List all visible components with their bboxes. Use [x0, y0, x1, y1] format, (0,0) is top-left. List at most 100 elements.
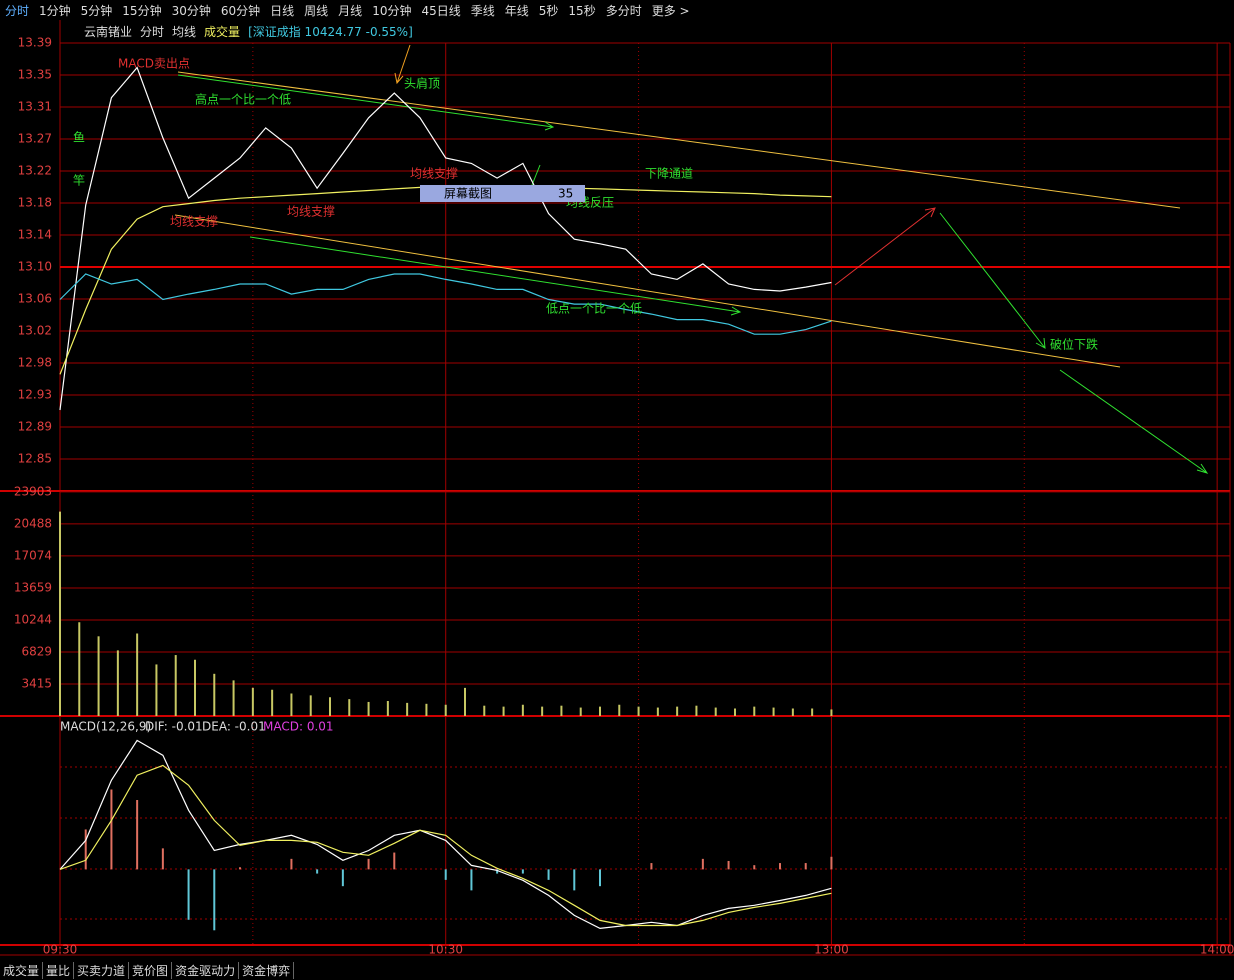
- y-tick-label: 13.02: [18, 324, 52, 338]
- y-tick-label: 10244: [14, 612, 52, 626]
- volume-bar: [791, 708, 794, 716]
- volume-bar: [734, 708, 736, 716]
- bottom-tabs: 成交量 量比 买卖力道 竞价图 资金驱动力 资金博弈: [0, 961, 295, 979]
- stock-name: 云南锗业: [84, 25, 133, 39]
- y-tick-label: 13.27: [18, 132, 52, 146]
- chart-header: 云南锗业 分时 均线 成交量 [深证成指 10424.77 -0.55%]: [84, 23, 413, 40]
- period-tab[interactable]: 日线: [270, 3, 295, 18]
- period-tab[interactable]: 5分钟: [80, 3, 113, 18]
- annotation: 均线支撑: [410, 166, 458, 181]
- volume-bar: [155, 664, 158, 716]
- y-tick-label: 13.06: [18, 292, 52, 306]
- volume-bar: [541, 706, 544, 716]
- indicator-tab[interactable]: 成交量: [0, 961, 44, 979]
- indicator-tab[interactable]: 资金博弈: [239, 961, 295, 979]
- volume-bar: [444, 704, 447, 716]
- volume-bar: [502, 706, 505, 716]
- x-tick-label: 14:00: [1200, 943, 1234, 957]
- toolbar: 分时 1分钟 5分钟 15分钟 30分钟 60分钟 日线 周线 月线 10分钟 45日线 季线 年线 5秒…: [0, 1, 695, 19]
- volume-bar: [425, 703, 428, 716]
- period-tab[interactable]: 多分时: [605, 3, 642, 18]
- volume-bar: [174, 655, 177, 716]
- macd-label: DEA: -0.01: [202, 720, 266, 734]
- macd-label: MACD: 0.01: [263, 720, 334, 734]
- arrow: [834, 207, 936, 286]
- indicator-tab[interactable]: 竞价图: [129, 961, 173, 979]
- series-line: [59, 764, 832, 927]
- x-tick-label: 10:30: [428, 943, 463, 957]
- volume-bar: [830, 709, 833, 716]
- period-tab[interactable]: 月线: [338, 3, 363, 18]
- volume-bar: [386, 701, 389, 716]
- volume-bar: [676, 706, 679, 716]
- legend-item: 均线: [172, 25, 197, 39]
- y-tick-label: 12.98: [18, 356, 52, 370]
- y-tick-label: 12.93: [18, 388, 52, 402]
- arrow: [939, 212, 1046, 349]
- period-tab[interactable]: 5秒: [538, 3, 559, 18]
- volume-bar: [367, 701, 370, 716]
- volume-bar: [483, 705, 486, 716]
- volume-bar: [560, 705, 563, 716]
- annotation-lines: [174, 44, 1209, 474]
- period-tab[interactable]: 45日线: [421, 3, 461, 18]
- series-line: [59, 273, 832, 335]
- arrow: [1059, 369, 1209, 474]
- volume-bar: [290, 693, 293, 716]
- y-tick-label: 13.10: [18, 260, 52, 274]
- annotation: 均线支撑: [287, 204, 335, 219]
- legend-item: 成交量: [204, 25, 241, 39]
- y-tick-label: 3415: [21, 676, 52, 690]
- y-tick-label: 6829: [21, 644, 52, 658]
- legend-item: 分时: [140, 25, 165, 39]
- y-tick-label: 13.22: [18, 164, 52, 178]
- y-tick-label: 23903: [14, 484, 52, 498]
- volume-bar: [116, 650, 119, 716]
- volume-bar: [753, 706, 756, 716]
- period-tab[interactable]: 周线: [304, 3, 329, 18]
- period-tab[interactable]: 10分钟: [372, 3, 412, 18]
- period-tab[interactable]: 季线: [470, 3, 495, 18]
- volume-bar: [811, 708, 814, 716]
- annotation: 头肩顶: [404, 76, 440, 91]
- annotation: 破位下跌: [1050, 337, 1098, 352]
- arrow: [531, 164, 541, 186]
- period-tab[interactable]: 60分钟: [220, 3, 261, 18]
- volume-bar: [714, 707, 717, 716]
- volume-bar: [406, 702, 409, 716]
- y-tick-label: 13.14: [18, 228, 52, 242]
- annotation: 低点一个比一个低: [546, 302, 642, 316]
- period-tab[interactable]: 分时: [5, 3, 30, 18]
- grid: 13.39 13.35 13.31 13.27 13.22 13.18 13.14 13.10…: [0, 20, 1234, 957]
- volume-bar: [772, 707, 775, 716]
- period-tab[interactable]: 30分钟: [171, 3, 211, 18]
- trend-line: [177, 71, 1181, 209]
- period-tab[interactable]: 15秒: [568, 3, 596, 18]
- period-tab[interactable]: 年线: [504, 3, 529, 18]
- indicator-tab[interactable]: 量比: [43, 961, 75, 979]
- volume-bar: [599, 706, 601, 716]
- volume-bar: [251, 687, 254, 716]
- indicator-tab[interactable]: 资金驱动力: [172, 961, 240, 979]
- series-line: [59, 739, 832, 930]
- volume-bar: [59, 511, 61, 716]
- arrow: [177, 74, 555, 131]
- period-tab[interactable]: 1分钟: [39, 3, 71, 18]
- indicator-tab[interactable]: 买卖力道: [74, 961, 130, 979]
- overlay-number: 35: [558, 187, 573, 201]
- annotation: 鱼: [73, 131, 85, 145]
- annotation: 下降通道: [645, 167, 693, 181]
- y-tick-label: 20488: [14, 516, 52, 530]
- volume-bar: [637, 706, 640, 716]
- y-tick-label: 17074: [14, 548, 52, 562]
- period-tab[interactable]: 15分钟: [122, 3, 162, 18]
- volume-bar: [329, 697, 331, 716]
- volume-bar: [194, 659, 196, 716]
- period-tab[interactable]: 更多 >: [651, 3, 690, 18]
- y-tick-label: 13659: [14, 580, 52, 594]
- series-line: [59, 66, 832, 411]
- x-tick-label: 09:30: [43, 943, 78, 957]
- annotation: 竿: [73, 173, 85, 188]
- volume-bar: [78, 622, 81, 716]
- macd-label: DIF: -0.01: [145, 720, 203, 734]
